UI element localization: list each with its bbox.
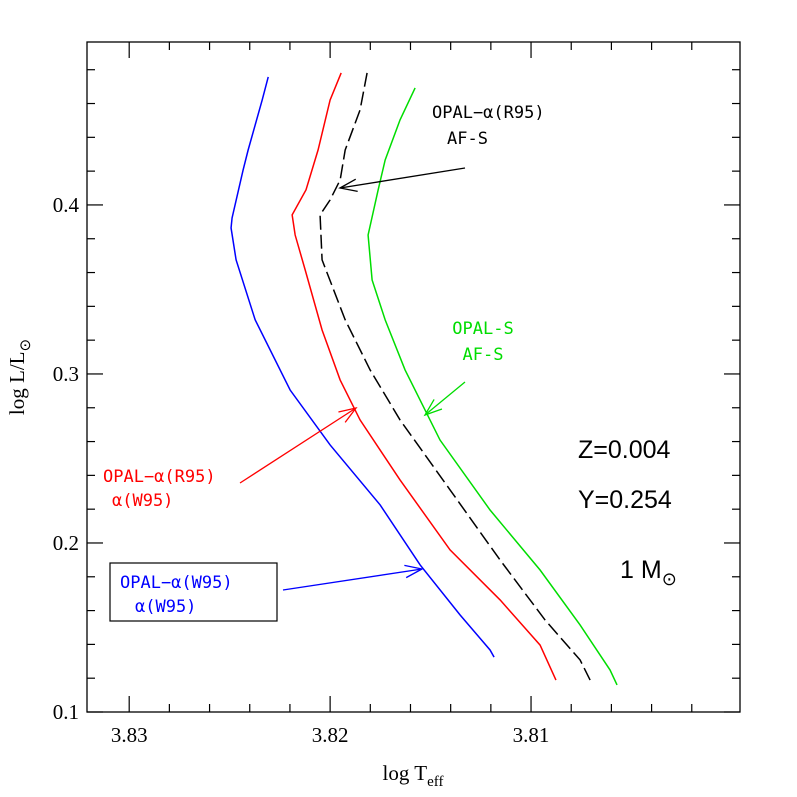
track-line (367, 87, 618, 686)
arrow-head (338, 178, 358, 193)
track-line (230, 76, 495, 658)
helium: Y=0.254 (578, 486, 672, 514)
annotation-text: α(W95) (112, 491, 173, 511)
annotation-text: OPAL−α(R95) (103, 467, 216, 487)
track-line (291, 72, 557, 681)
x-tick-label: 3.82 (312, 723, 349, 747)
plot-frame (86, 41, 741, 713)
y-tick-label: 0.3 (53, 362, 79, 386)
arrow-head (423, 399, 443, 417)
x-label-sub: eff (427, 774, 443, 790)
mass-sub: ⊙ (662, 569, 677, 589)
y-label-main: log L/L (5, 352, 29, 416)
annotation-text: AF-S (463, 345, 504, 365)
mass-main: 1 M (620, 556, 662, 584)
x-label-main: log T (383, 761, 428, 785)
arrow-head (404, 564, 424, 579)
y-label-sub: ⊙ (18, 339, 34, 352)
x-tick-label: 3.81 (513, 723, 550, 747)
annotation-text: AF-S (447, 129, 488, 149)
track-line (319, 72, 591, 681)
annotation-text: OPAL−α(W95) (120, 573, 233, 593)
y-tick-label: 0.2 (53, 531, 79, 555)
arrow (339, 167, 466, 189)
annotation-text: OPAL-S (452, 319, 513, 339)
label-box (109, 562, 278, 622)
annotation-text: α(W95) (135, 597, 196, 617)
annotation-text: OPAL−α(R95) (432, 103, 545, 123)
x-tick-label: 3.83 (111, 723, 148, 747)
x-axis-label: log Teff (383, 761, 444, 790)
arrow-head (338, 406, 358, 423)
arrow (424, 381, 466, 416)
arrow (239, 407, 357, 484)
y-tick-label: 0.4 (53, 193, 80, 217)
arrow (282, 568, 423, 591)
mass-label: 1 M⊙ (620, 556, 677, 589)
y-axis-label: log L/L⊙ (5, 339, 34, 415)
y-tick-label: 0.1 (53, 700, 79, 724)
metallicity: Z=0.004 (578, 436, 671, 464)
